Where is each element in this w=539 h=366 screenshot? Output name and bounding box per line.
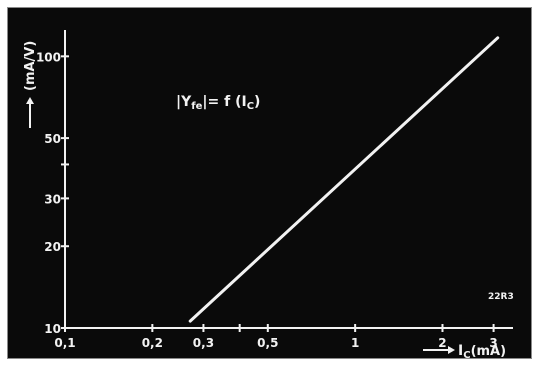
y-tick-label: 50 [44, 132, 61, 146]
y-tick-label: 100 [36, 50, 61, 64]
series-group [188, 36, 500, 323]
x-tick-label: 3 [489, 336, 497, 350]
series-line [188, 36, 500, 323]
x-axis-arrowhead [448, 346, 455, 354]
formula-annotation: |Yfe|= f (IC) [176, 94, 260, 112]
chart-frame: 0,1 0,2 0,3 0,5 1 2 3 10 20 30 50 100 (mA/V) IC(mA)… [7, 7, 532, 360]
x-tick-label: 0,1 [54, 336, 75, 350]
y-axis-label-group: (mA/V) [23, 41, 38, 128]
chart-svg: 0,1 0,2 0,3 0,5 1 2 3 10 20 30 50 100 (mA/V) IC(mA)… [23, 30, 514, 360]
x-axis-label: IC(mA) [458, 343, 506, 360]
y-tick-label: 20 [44, 240, 61, 254]
x-tick-label: 1 [351, 336, 359, 350]
y-axis-label: (mA/V) [23, 41, 38, 91]
ticks: 0,1 0,2 0,3 0,5 1 2 3 10 20 30 50 100 [36, 50, 498, 350]
y-tick-label: 10 [44, 322, 61, 336]
x-tick-label: 0,3 [193, 336, 214, 350]
axes [64, 30, 513, 329]
x-tick-label: 0,5 [257, 336, 278, 350]
figure-code: 22R3 [488, 292, 514, 302]
y-axis-arrowhead [26, 97, 34, 104]
x-axis-label-group: IC(mA) [423, 343, 506, 360]
x-tick-label: 0,2 [142, 336, 163, 350]
y-tick-label: 30 [44, 192, 61, 206]
x-tick-label: 2 [438, 336, 446, 350]
